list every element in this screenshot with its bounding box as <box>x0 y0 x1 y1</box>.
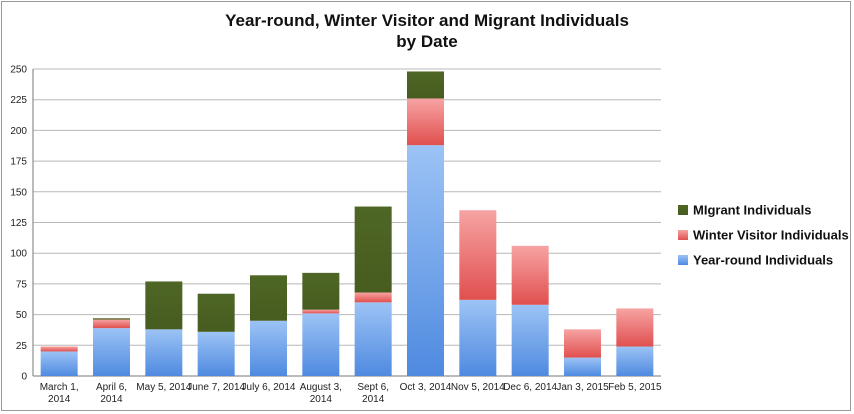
bar-segment <box>302 313 340 376</box>
bar-segment <box>459 210 497 300</box>
x-tick-label: Sept 6, <box>357 382 389 393</box>
legend-swatch <box>678 205 688 215</box>
chart-title: Year-round, Winter Visitor and Migrant I… <box>0 10 854 52</box>
y-tick-label: 0 <box>21 372 27 383</box>
x-tick-label: 2014 <box>48 394 71 405</box>
bar-segment <box>93 319 130 329</box>
y-tick-label: 25 <box>16 341 28 352</box>
y-tick-label: 150 <box>10 187 27 198</box>
x-tick-label: Jan 3, 2015 <box>556 382 609 393</box>
bars <box>40 71 654 376</box>
bar-segment <box>354 302 392 376</box>
y-tick-label: 100 <box>10 249 27 260</box>
bar-segment <box>197 293 235 332</box>
x-tick-label: August 3, <box>300 382 342 393</box>
legend-swatch <box>678 255 688 265</box>
chart-title-line-2: by Date <box>396 32 458 51</box>
bar-segment <box>564 329 601 358</box>
x-tick-label: April 6, <box>96 382 127 393</box>
y-tick-label: 75 <box>16 279 28 290</box>
legend: MIgrant Individuals Winter Visitor Indivi… <box>678 203 849 268</box>
bar-segment <box>250 320 287 376</box>
x-tick-label: June 7, 2014 <box>187 382 245 393</box>
bar-segment <box>302 272 340 310</box>
x-tick-label: 2014 <box>362 394 385 405</box>
bar-segment <box>302 309 340 314</box>
x-tick-label: 2014 <box>100 394 123 405</box>
x-tick-label: May 5, 2014 <box>136 382 191 393</box>
bar-segment <box>250 275 287 321</box>
bar-segment <box>197 331 235 376</box>
legend-label: Winter Visitor Individuals <box>693 228 849 243</box>
bar-segment <box>616 308 654 347</box>
x-tick-label: Dec 6, 2014 <box>503 382 557 393</box>
bar-segment <box>407 71 444 99</box>
gridlines <box>33 68 661 377</box>
bar-segment <box>145 281 183 330</box>
bar-segment <box>145 329 183 376</box>
bar-segment <box>407 98 444 146</box>
bar-segment <box>40 351 78 376</box>
bar-segment <box>93 328 130 376</box>
bar-segment <box>354 206 392 293</box>
bar-segment <box>459 299 497 376</box>
y-tick-label: 125 <box>10 218 27 229</box>
bar-segment <box>616 346 654 376</box>
bar-segment <box>511 304 549 376</box>
legend-label: Year-round Individuals <box>693 253 833 268</box>
x-tick-label: Oct 3, 2014 <box>400 382 452 393</box>
y-tick-label: 175 <box>10 157 27 168</box>
y-tick-label: 50 <box>16 310 28 321</box>
bar-segment <box>407 145 444 376</box>
chart-title-line-1: Year-round, Winter Visitor and Migrant I… <box>225 11 629 30</box>
x-tick-label: March 1, <box>40 382 79 393</box>
x-tick-label: Feb 5, 2015 <box>608 382 662 393</box>
y-tick-label: 250 <box>10 65 27 76</box>
bar-segment <box>564 357 601 376</box>
bar-segment <box>511 245 549 305</box>
x-tick-label: 2014 <box>310 394 333 405</box>
y-tick-label: 225 <box>10 95 27 106</box>
bar-segment <box>40 346 78 352</box>
bar-segment <box>93 318 130 320</box>
x-tick-label: July 6, 2014 <box>242 382 296 393</box>
y-tick-label: 200 <box>10 126 27 137</box>
legend-swatch <box>678 230 688 240</box>
x-tick-label: Nov 5, 2014 <box>451 382 505 393</box>
legend-label: MIgrant Individuals <box>693 203 811 218</box>
bar-segment <box>354 292 392 303</box>
